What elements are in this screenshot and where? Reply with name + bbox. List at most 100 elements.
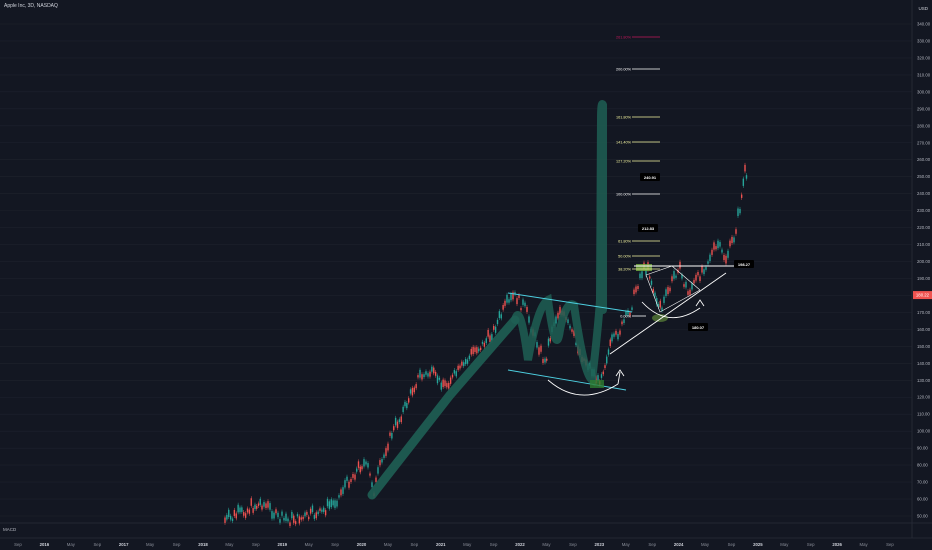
triangle-bottom xyxy=(645,274,701,313)
candle-body xyxy=(540,345,542,352)
candle-body xyxy=(308,516,310,520)
candle-body xyxy=(516,298,518,305)
candle-body xyxy=(629,312,631,316)
candle-body xyxy=(597,375,599,381)
candle-body xyxy=(313,514,316,519)
candle-body xyxy=(315,512,317,519)
candle-body xyxy=(472,346,474,355)
candle-body xyxy=(609,339,611,346)
candle-body xyxy=(449,377,452,384)
price-annotation: 240.91 xyxy=(644,175,657,180)
candle-body xyxy=(332,500,334,506)
candle-body xyxy=(409,389,412,394)
x-tick-label: Sep xyxy=(807,542,815,547)
candle-body xyxy=(309,508,312,514)
candle-body xyxy=(387,443,389,451)
candle-body xyxy=(425,371,427,375)
candle-body xyxy=(294,521,297,525)
candle-body xyxy=(406,402,408,409)
y-tick-label: 120.00 xyxy=(917,395,931,400)
candle-body xyxy=(365,461,367,465)
candle-body xyxy=(433,367,435,374)
y-tick-label: 200.00 xyxy=(917,259,931,264)
y-tick-label: 90.00 xyxy=(917,446,928,451)
x-tick-label: 2018 xyxy=(198,542,208,547)
candle-body xyxy=(711,249,713,255)
candle-body xyxy=(302,516,304,520)
candle-body xyxy=(275,509,277,514)
candle-body xyxy=(625,311,627,316)
macd-indicator-label[interactable]: MACD xyxy=(3,527,17,532)
candle-body xyxy=(508,299,510,303)
cup-curve-2 xyxy=(641,301,701,319)
candle-body xyxy=(233,509,236,516)
candle-body xyxy=(742,178,745,186)
fibonacci-levels: 261.80% 200.00% 161.80% 141.40% 127.20% 100.0… xyxy=(616,36,754,331)
candle-body xyxy=(330,499,332,508)
candle-body xyxy=(239,507,241,513)
candle-body xyxy=(311,505,314,513)
candle-body xyxy=(257,503,260,507)
y-tick-label: 70.00 xyxy=(917,480,928,485)
wave-brush xyxy=(511,100,607,387)
drawings xyxy=(367,100,735,500)
candle-body xyxy=(547,338,550,346)
candle-body xyxy=(393,426,395,431)
candle-body xyxy=(717,240,719,249)
candle-body xyxy=(389,432,391,436)
candle-body xyxy=(267,501,269,508)
candle-body xyxy=(719,242,721,247)
candle-body xyxy=(237,504,239,513)
candle-body xyxy=(546,358,548,361)
candle-body xyxy=(697,271,699,276)
time-axis[interactable]: Sep 2016 May Sep 2017 May Sep 2018 May Sep 2019 May… xyxy=(14,542,894,547)
candle-body xyxy=(400,416,402,423)
candle-body xyxy=(451,374,454,378)
fib-label: 261.80% xyxy=(616,36,632,40)
candle-body xyxy=(427,373,429,377)
candle-body xyxy=(569,325,571,329)
candle-body xyxy=(289,522,291,526)
candle-body xyxy=(687,291,689,295)
candle-body xyxy=(685,281,687,288)
cup-curve xyxy=(547,379,619,396)
candle-body xyxy=(342,487,344,494)
candle-body xyxy=(659,300,661,308)
candle-body xyxy=(352,473,354,478)
x-tick-label: Sep xyxy=(411,542,419,547)
candle-body xyxy=(602,371,604,375)
candle-body xyxy=(701,266,703,273)
candle-body xyxy=(379,460,381,466)
candle-body xyxy=(615,330,617,335)
candle-body xyxy=(326,498,329,507)
x-tick-label: 2016 xyxy=(40,542,50,547)
candle-body xyxy=(367,463,369,468)
price-axis[interactable]: 340.00 330.00 320.00 310.00 300.00 290.00 280.… xyxy=(913,22,932,519)
candle-body xyxy=(317,511,319,515)
candle-body xyxy=(557,312,559,319)
x-tick-label: 2022 xyxy=(515,542,525,547)
price-annotation: 180.07 xyxy=(692,325,705,330)
candle-body xyxy=(226,514,228,520)
candle-body xyxy=(402,406,404,413)
candle-body xyxy=(334,500,336,508)
candle-body xyxy=(496,319,499,325)
y-tick-label: 280.00 xyxy=(917,123,931,128)
channel-bottom xyxy=(507,369,627,391)
candle-body xyxy=(440,382,442,390)
candle-body xyxy=(514,292,516,295)
y-tick-label: 140.00 xyxy=(917,361,931,366)
candle-body xyxy=(633,289,635,295)
candle-body xyxy=(544,358,546,363)
candle-body xyxy=(375,477,377,482)
candle-body xyxy=(244,513,247,518)
y-tick-label: 60.00 xyxy=(917,497,928,502)
candle-body xyxy=(573,330,575,336)
x-tick-label: 2019 xyxy=(277,542,287,547)
x-tick-label: 2026 xyxy=(832,542,842,547)
y-tick-label: 230.00 xyxy=(917,208,931,213)
candle-body xyxy=(259,498,261,505)
candle-body xyxy=(241,507,243,512)
